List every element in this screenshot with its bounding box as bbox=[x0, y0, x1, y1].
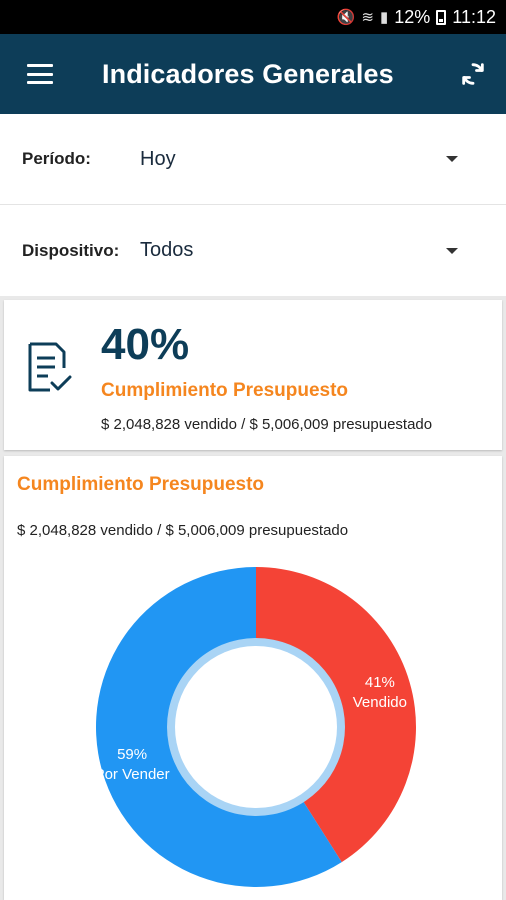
clock: 11:12 bbox=[452, 6, 496, 27]
signal-icon: ▮ bbox=[379, 9, 389, 26]
slice-por-vender[interactable] bbox=[96, 567, 342, 887]
hamburger-icon bbox=[27, 64, 53, 84]
slice-percent-label: 59% bbox=[117, 746, 147, 763]
refresh-icon bbox=[462, 63, 484, 85]
app-bar: Indicadores Generales bbox=[0, 34, 506, 114]
kpi-subtitle: $ 2,048,828 vendido / $ 5,006,009 presup… bbox=[101, 416, 433, 433]
kpi-value: 40% bbox=[101, 320, 190, 369]
kpi-card[interactable]: 40% Cumplimiento Presupuesto $ 2,048,828… bbox=[4, 300, 502, 450]
battery-level: 12% bbox=[394, 6, 431, 27]
donut-hole bbox=[175, 646, 337, 808]
filters-panel: Período: Hoy Dispositivo: Todos bbox=[0, 114, 506, 296]
page-title: Indicadores Generales bbox=[102, 58, 394, 89]
device-value: Todos bbox=[140, 239, 194, 261]
chevron-down-icon bbox=[446, 156, 458, 162]
chart-card: Cumplimiento Presupuesto $ 2,048,828 ven… bbox=[4, 456, 502, 900]
donut-chart: 41% Vendido 59% Por Vender bbox=[95, 567, 417, 887]
period-select[interactable]: Período: Hoy bbox=[0, 114, 506, 205]
chevron-down-icon bbox=[446, 247, 458, 254]
status-bar: 🔇 ≋ ▮ 12% 11:12 bbox=[0, 0, 506, 34]
device-select[interactable]: Dispositivo: Todos bbox=[0, 205, 506, 296]
checklist-icon bbox=[28, 342, 72, 392]
wifi-icon: ≋ bbox=[361, 9, 374, 26]
slice-name-label: Por Vender bbox=[95, 766, 170, 783]
period-value: Hoy bbox=[140, 147, 176, 170]
slice-vendido[interactable] bbox=[256, 567, 417, 863]
period-label: Período: bbox=[22, 149, 91, 168]
battery-icon bbox=[436, 9, 447, 25]
device-label: Dispositivo: bbox=[22, 240, 120, 260]
mute-icon: 🔇 bbox=[336, 9, 356, 26]
menu-button[interactable] bbox=[0, 34, 80, 114]
slice-percent-label: 41% bbox=[365, 674, 395, 691]
chart-subtitle: $ 2,048,828 vendido / $ 5,006,009 presup… bbox=[17, 522, 349, 539]
kpi-label: Cumplimiento Presupuesto bbox=[101, 380, 349, 401]
chart-title: Cumplimiento Presupuesto bbox=[17, 474, 265, 495]
slice-name-label: Vendido bbox=[353, 694, 407, 711]
refresh-button[interactable] bbox=[440, 34, 506, 114]
